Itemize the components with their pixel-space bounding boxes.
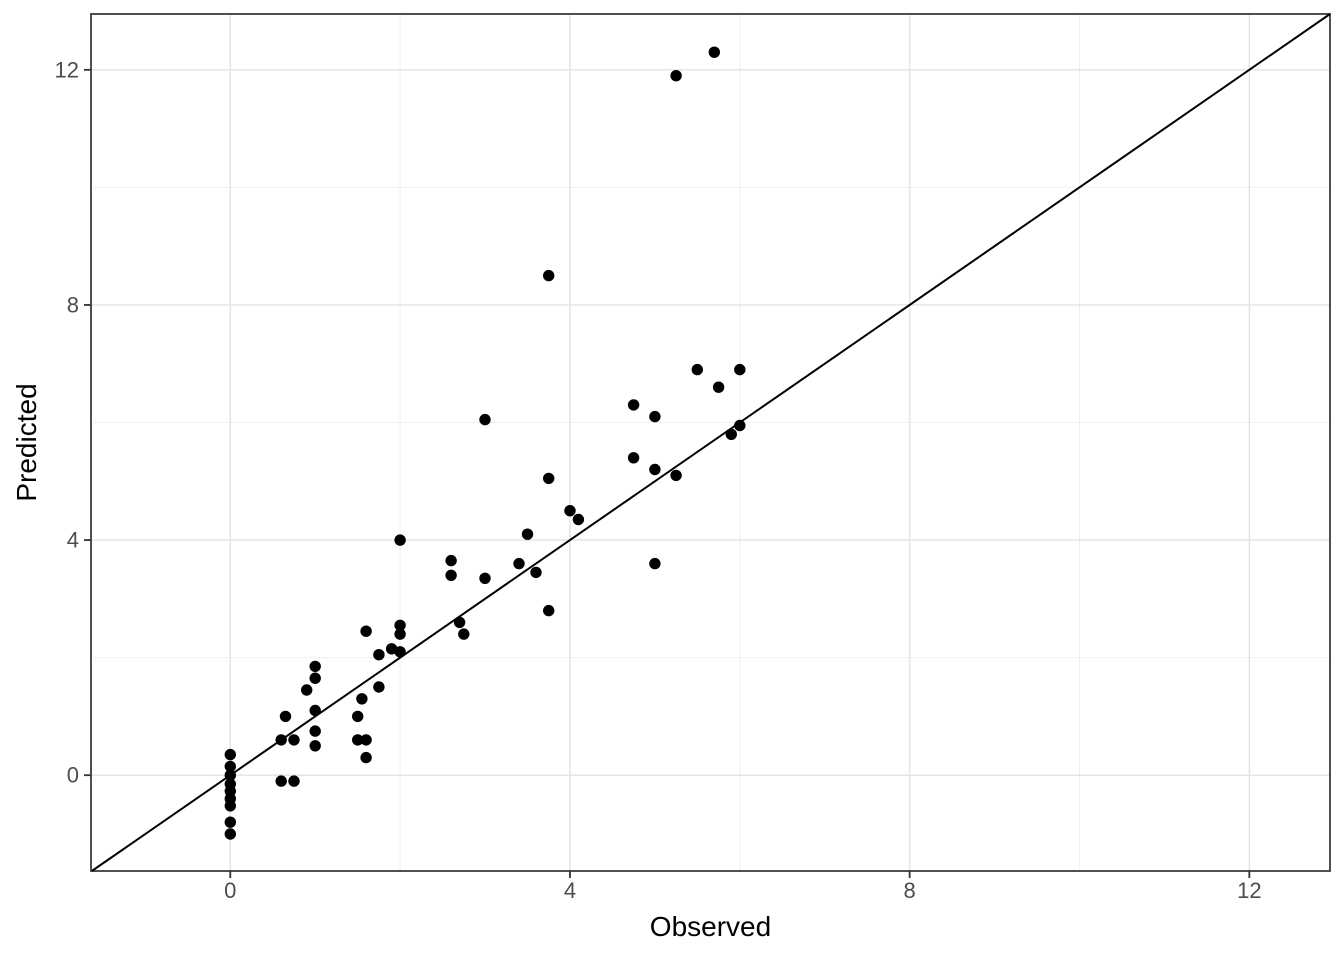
data-point (394, 646, 406, 658)
data-point (224, 748, 236, 761)
data-point (224, 800, 236, 812)
data-point (564, 505, 576, 517)
x-tick-label: 12 (1237, 878, 1261, 903)
data-point (627, 452, 640, 464)
gridlines-minor (91, 14, 1330, 871)
data-point (543, 269, 555, 282)
y-tick-label: 4 (67, 528, 79, 553)
data-point (734, 419, 746, 432)
data-point (572, 513, 585, 526)
x-tick-label: 8 (904, 878, 916, 903)
reference-line-layer (91, 13, 1331, 872)
data-point (301, 684, 313, 696)
data-point (670, 469, 682, 482)
data-point (373, 681, 385, 693)
x-tick-label: 4 (564, 878, 576, 903)
data-point (453, 616, 466, 629)
data-point (352, 734, 364, 746)
data-point (458, 628, 470, 640)
data-point (649, 463, 661, 476)
data-point (279, 710, 292, 723)
data-point (373, 649, 385, 661)
panel-border (90, 13, 1331, 872)
data-point (224, 760, 236, 773)
data-point (543, 472, 555, 485)
data-point (288, 734, 300, 746)
data-point (712, 381, 725, 393)
data-point (521, 528, 534, 540)
data-point (513, 557, 525, 570)
axis-tick-labels: 0 4 8 12 0 4 8 12 (55, 57, 1262, 903)
data-point (309, 740, 321, 752)
panel-border-layer (90, 13, 1331, 872)
data-point (356, 693, 368, 705)
data-point (627, 399, 640, 411)
y-tick-label: 12 (55, 57, 79, 82)
data-point (445, 569, 457, 581)
data-point (394, 628, 406, 640)
data-point (360, 751, 372, 764)
data-point (309, 704, 321, 717)
data-point (352, 710, 364, 723)
data-point (275, 734, 287, 746)
data-point (479, 572, 491, 584)
data-point (649, 557, 661, 570)
axis-tick-marks (84, 68, 1251, 878)
data-point (445, 554, 457, 567)
data-point (649, 410, 661, 423)
data-point (479, 413, 491, 426)
data-point (530, 566, 542, 579)
data-point (309, 725, 321, 737)
data-point (394, 534, 406, 546)
data-point (394, 619, 406, 631)
data-point (691, 363, 703, 376)
data-point (288, 775, 300, 787)
gridlines-major (91, 14, 1330, 871)
data-points-layer (224, 46, 746, 840)
data-point (543, 604, 555, 617)
y-tick-label: 8 (67, 292, 79, 317)
data-point (360, 734, 372, 746)
data-point (670, 70, 682, 82)
data-point (224, 769, 236, 781)
data-point (275, 775, 287, 787)
x-axis-title: Observed (650, 911, 771, 942)
data-point (224, 816, 236, 828)
data-point (224, 828, 236, 840)
data-point (708, 46, 720, 58)
y-axis-title: Predicted (11, 383, 42, 501)
y-tick-label: 0 (67, 763, 79, 788)
data-point (309, 672, 321, 684)
data-point (725, 428, 737, 440)
x-tick-label: 0 (224, 878, 236, 903)
data-point (734, 363, 746, 376)
data-point (309, 660, 321, 673)
identity-reference-line (91, 13, 1331, 872)
data-point (360, 625, 372, 637)
